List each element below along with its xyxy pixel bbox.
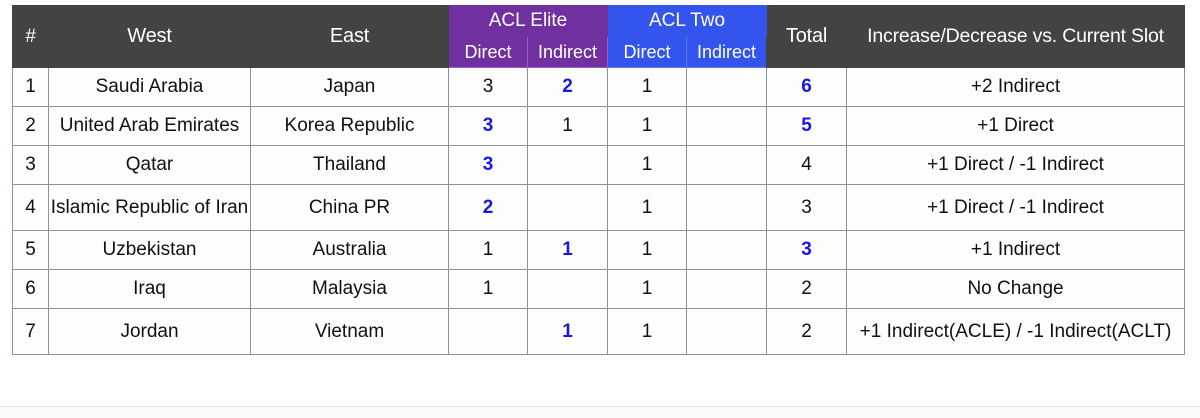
cell-elite-direct: 3 <box>448 67 528 107</box>
cell-index: 3 <box>12 145 49 185</box>
cell-two-direct: 1 <box>607 67 687 107</box>
cell-east: Vietnam <box>250 308 449 355</box>
cell-total: 2 <box>766 308 848 355</box>
cell-change: +1 Direct / -1 Indirect <box>846 145 1186 185</box>
cell-index: 5 <box>12 230 49 270</box>
cell-elite-direct: 3 <box>448 145 528 185</box>
cell-index: 4 <box>12 184 49 231</box>
cell-east: Thailand <box>250 145 449 185</box>
cell-two-direct: 1 <box>607 184 687 231</box>
table-row: 1 Saudi Arabia Japan 3 2 1 6 +2 Indirect <box>12 67 1186 107</box>
cell-total: 3 <box>766 230 848 270</box>
cell-west: Islamic Republic of Iran <box>48 184 251 231</box>
cell-change: +1 Direct <box>846 106 1186 146</box>
table-row: 7 Jordan Vietnam 1 1 2 +1 Indirect(ACLE) / -1 … <box>12 308 1186 355</box>
col-header-total: Total <box>766 5 848 68</box>
col-header-elite-direct: Direct <box>448 36 528 68</box>
cell-change: +1 Indirect <box>846 230 1186 270</box>
cell-two-indirect <box>685 308 768 355</box>
table-row: 2 United Arab Emirates Korea Republic 3 1 1 5 +… <box>12 106 1186 146</box>
cell-elite-indirect: 1 <box>527 308 608 355</box>
cell-elite-indirect <box>527 269 608 309</box>
col-header-change: Increase/Decrease vs. Current Slot <box>846 5 1186 68</box>
cell-elite-direct <box>448 308 528 355</box>
cell-east: Korea Republic <box>250 106 449 146</box>
table-header: # West East ACL Elite ACL Two Total Incr… <box>12 5 1186 68</box>
cell-elite-indirect: 1 <box>527 106 608 146</box>
col-header-two-direct: Direct <box>607 36 687 68</box>
cell-index: 7 <box>12 308 49 355</box>
col-header-west: West <box>48 5 251 68</box>
cell-index: 1 <box>12 67 49 107</box>
cell-total: 4 <box>766 145 848 185</box>
cell-west: Uzbekistan <box>48 230 251 270</box>
cell-east: Japan <box>250 67 449 107</box>
cell-east: China PR <box>250 184 449 231</box>
cell-two-direct: 1 <box>607 308 687 355</box>
cell-two-direct: 1 <box>607 269 687 309</box>
cell-change: +1 Indirect(ACLE) / -1 Indirect(ACLT) <box>846 308 1186 355</box>
cell-elite-indirect <box>527 145 608 185</box>
cell-two-direct: 1 <box>607 230 687 270</box>
cell-index: 6 <box>12 269 49 309</box>
table-row: 4 Islamic Republic of Iran China PR 2 1 3 +1 D… <box>12 184 1186 231</box>
cell-elite-direct: 2 <box>448 184 528 231</box>
cell-west: Qatar <box>48 145 251 185</box>
table-row: 5 Uzbekistan Australia 1 1 1 3 +1 Indirect <box>12 230 1186 270</box>
bottom-band <box>0 407 1200 418</box>
table-row: 6 Iraq Malaysia 1 1 2 No Change <box>12 269 1186 309</box>
cell-two-indirect <box>685 269 768 309</box>
cell-index: 2 <box>12 106 49 146</box>
cell-total: 6 <box>766 67 848 107</box>
cell-west: Iraq <box>48 269 251 309</box>
cell-elite-indirect: 1 <box>527 230 608 270</box>
cell-west: Jordan <box>48 308 251 355</box>
cell-two-indirect <box>685 106 768 146</box>
cell-elite-direct: 3 <box>448 106 528 146</box>
cell-two-direct: 1 <box>607 106 687 146</box>
cell-change: +2 Indirect <box>846 67 1186 107</box>
cell-elite-direct: 1 <box>448 230 528 270</box>
cell-two-direct: 1 <box>607 145 687 185</box>
col-header-two-indirect: Indirect <box>685 36 768 68</box>
cell-total: 5 <box>766 106 848 146</box>
cell-change: +1 Direct / -1 Indirect <box>846 184 1186 231</box>
cell-two-indirect <box>685 145 768 185</box>
cell-two-indirect <box>685 67 768 107</box>
cell-east: Australia <box>250 230 449 270</box>
bottom-divider <box>0 406 1200 407</box>
cell-east: Malaysia <box>250 269 449 309</box>
cell-two-indirect <box>685 230 768 270</box>
cell-two-indirect <box>685 184 768 231</box>
col-header-group-acl-elite: ACL Elite <box>448 5 608 37</box>
cell-total: 2 <box>766 269 848 309</box>
slot-allocation-table: # West East ACL Elite ACL Two Total Incr… <box>12 5 1186 355</box>
cell-west: Saudi Arabia <box>48 67 251 107</box>
col-header-group-acl-two: ACL Two <box>606 5 768 37</box>
cell-elite-direct: 1 <box>448 269 528 309</box>
header-row-groups: # West East ACL Elite ACL Two Total Incr… <box>12 5 1186 68</box>
col-header-east: East <box>250 5 449 68</box>
slot-allocation-table-container: # West East ACL Elite ACL Two Total Incr… <box>12 5 1186 355</box>
cell-west: United Arab Emirates <box>48 106 251 146</box>
header-row-subcolumns: Direct Indirect Direct Indirect <box>13 36 1185 68</box>
cell-total: 3 <box>766 184 848 231</box>
cell-elite-indirect <box>527 184 608 231</box>
cell-change: No Change <box>846 269 1186 309</box>
table-row: 3 Qatar Thailand 3 1 4 +1 Direct / -1 Indirect <box>12 145 1186 185</box>
cell-elite-indirect: 2 <box>527 67 608 107</box>
col-header-elite-indirect: Indirect <box>527 36 608 68</box>
col-header-index: # <box>12 5 49 68</box>
table-body: 1 Saudi Arabia Japan 3 2 1 6 +2 Indirect 2 United… <box>12 67 1186 355</box>
